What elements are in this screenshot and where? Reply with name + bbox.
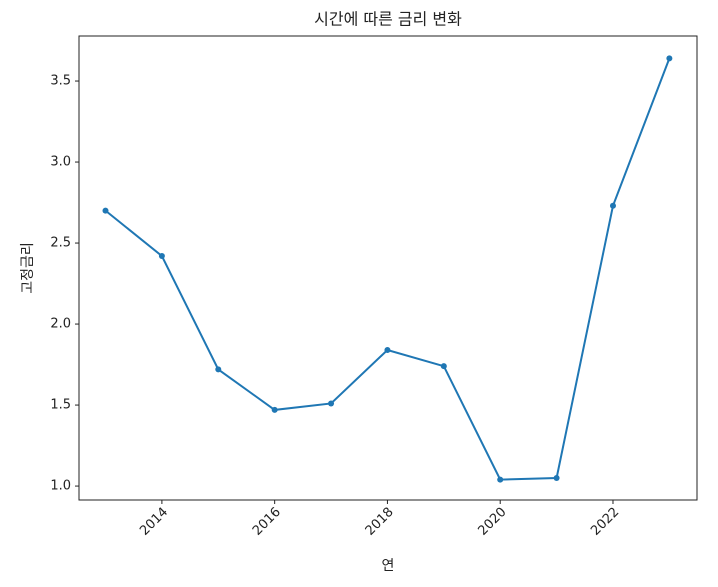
x-tick-label: 2022 xyxy=(588,505,622,539)
x-axis-label: 연 xyxy=(382,558,395,574)
x-tick-label: 2014 xyxy=(137,505,171,539)
data-point xyxy=(666,55,673,62)
y-tick-label: 1.5 xyxy=(50,398,71,413)
y-axis-label: 고정금리 xyxy=(20,242,36,294)
y-tick-label: 2.5 xyxy=(50,236,71,251)
x-tick-label: 2020 xyxy=(476,505,510,539)
data-point xyxy=(497,476,504,483)
chart-title: 시간에 따른 금리 변화 xyxy=(314,10,462,29)
data-point xyxy=(328,400,335,407)
plot-frame xyxy=(78,35,698,501)
data-point xyxy=(609,202,616,209)
data-point xyxy=(384,346,391,353)
y-tick-label: 3.5 xyxy=(50,74,71,89)
data-point xyxy=(102,207,109,214)
y-tick-label: 2.0 xyxy=(50,317,71,332)
data-point xyxy=(158,253,165,260)
y-tick-label: 1.0 xyxy=(50,479,71,494)
data-point xyxy=(215,366,222,373)
data-point xyxy=(553,474,560,481)
data-line xyxy=(104,58,671,481)
y-tick-label: 3.0 xyxy=(50,155,71,170)
x-tick-label: 2018 xyxy=(363,505,397,539)
data-point xyxy=(271,406,278,413)
x-tick-label: 2016 xyxy=(250,505,284,539)
data-point xyxy=(440,363,447,370)
